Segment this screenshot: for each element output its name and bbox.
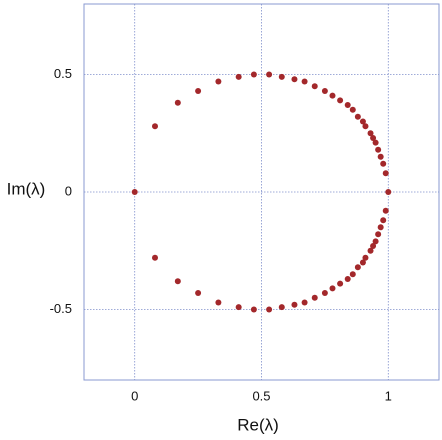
- point: [291, 76, 298, 83]
- point: [344, 102, 351, 109]
- point: [301, 78, 308, 85]
- point: [337, 280, 344, 287]
- point: [195, 290, 202, 297]
- point: [301, 299, 308, 306]
- point: [354, 113, 361, 120]
- point: [278, 304, 285, 311]
- x-tick-label: 1: [385, 388, 392, 403]
- point: [377, 224, 384, 231]
- point: [372, 139, 379, 146]
- point: [235, 73, 242, 80]
- point: [311, 83, 318, 90]
- point: [359, 259, 366, 266]
- point: [367, 247, 374, 254]
- point: [380, 160, 387, 167]
- point: [354, 264, 361, 271]
- point: [370, 243, 377, 250]
- point: [311, 294, 318, 301]
- point: [266, 71, 273, 78]
- point: [370, 134, 377, 141]
- point: [174, 278, 181, 285]
- y-tick-label: 0: [65, 183, 72, 198]
- point: [382, 207, 389, 214]
- x-tick-label: 0.5: [252, 388, 270, 403]
- point: [375, 146, 382, 153]
- point: [152, 123, 158, 130]
- point: [215, 78, 222, 85]
- point: [380, 217, 387, 224]
- point: [195, 87, 202, 94]
- point: [152, 254, 158, 261]
- x-tick-label: 0: [131, 388, 138, 403]
- x-axis-label: Re(λ): [237, 415, 279, 434]
- point: [344, 275, 351, 282]
- point: [250, 306, 257, 313]
- point: [321, 290, 328, 297]
- point: [174, 99, 181, 106]
- point: [372, 238, 379, 245]
- point: [266, 306, 273, 313]
- point: [385, 189, 392, 195]
- point: [278, 73, 285, 80]
- point: [362, 123, 369, 130]
- point: [349, 106, 356, 113]
- point: [337, 97, 344, 104]
- point: [291, 301, 298, 308]
- point: [359, 118, 366, 125]
- y-axis-label: Im(λ): [7, 179, 46, 198]
- point: [321, 87, 328, 94]
- point: [382, 170, 389, 177]
- point: [215, 299, 222, 306]
- point: [362, 254, 369, 261]
- point: [131, 189, 138, 195]
- point: [329, 285, 336, 292]
- y-tick-label: -0.5: [50, 301, 72, 316]
- point: [349, 271, 356, 278]
- point: [367, 130, 374, 137]
- y-tick-label: 0.5: [54, 66, 72, 81]
- point: [329, 92, 336, 99]
- point: [375, 231, 382, 238]
- point: [250, 71, 257, 78]
- point: [377, 153, 384, 160]
- point: [235, 304, 242, 311]
